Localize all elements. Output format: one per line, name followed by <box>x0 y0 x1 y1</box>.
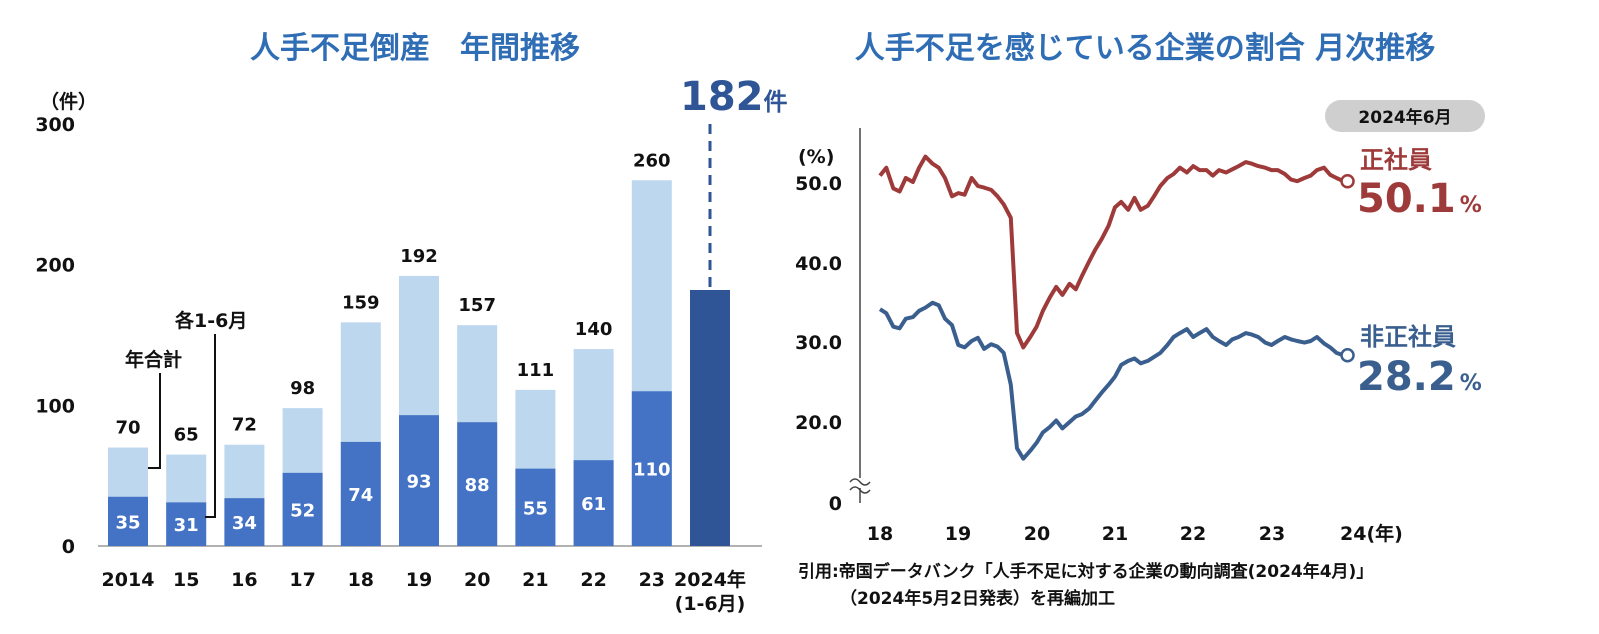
bar-half-20 <box>457 422 498 546</box>
annotation-half: 各1-6月 <box>174 309 247 332</box>
series-label-regular: 正社員 <box>1360 146 1432 174</box>
series-value-regular: 50.1% <box>1357 176 1482 222</box>
bar-half-19 <box>399 415 439 546</box>
line-y-ticks: 0 20.0 30.0 40.0 50.0 <box>795 173 842 515</box>
bar-2024-sublabel: (1-6月) <box>675 593 746 615</box>
bar-category-15: 15 <box>173 569 199 591</box>
bar-half-label-19: 93 <box>406 472 431 493</box>
bar-category-16: 16 <box>231 569 257 591</box>
line-xtick-23: 23 <box>1259 523 1285 545</box>
bar-2024 <box>690 289 730 546</box>
line-chart: 人手不足を感じている企業の割合 月次推移 2024年6月 (%) 0 20.0 … <box>795 31 1485 609</box>
bar-total-label-19: 192 <box>400 246 438 267</box>
axis-break-icon <box>849 478 871 494</box>
bar-half-2014 <box>108 496 148 546</box>
bar-total-label-17: 98 <box>290 378 315 399</box>
annotation-total-bracket <box>148 373 161 469</box>
date-badge-text: 2024年6月 <box>1358 107 1451 128</box>
bar-total-label-20: 157 <box>458 295 496 316</box>
bar-category-23: 23 <box>639 569 665 591</box>
bar-category-21: 21 <box>522 569 548 591</box>
bar-half-label-22: 61 <box>581 494 606 515</box>
bar-half-label-17: 52 <box>290 500 315 521</box>
bar-total-label-22: 140 <box>575 319 613 340</box>
bar-2024-value: 182件 <box>680 74 788 120</box>
bar-chart: 人手不足倒産 年間推移 （件） 0 100 200 300 70 35 2014 65… <box>35 31 787 615</box>
bar-total-label-2014: 70 <box>115 418 140 439</box>
bar-half-label-15: 31 <box>174 515 199 536</box>
bar-half-label-18: 74 <box>348 485 373 506</box>
bar-category-2014: 2014 <box>102 569 155 591</box>
series-line-regular <box>878 154 1345 350</box>
bar-total-label-15: 65 <box>174 425 199 446</box>
bar-half-22 <box>573 460 614 546</box>
line-ytick-50: 50.0 <box>795 173 842 195</box>
bar-total-label-21: 111 <box>517 360 555 381</box>
bar-category-19: 19 <box>406 569 432 591</box>
line-xtick-20: 20 <box>1024 523 1050 545</box>
line-x-ticks: 18 19 20 21 22 23 24(年) <box>867 522 1403 545</box>
bar-total-label-23: 260 <box>633 150 671 171</box>
bar-half-15 <box>166 502 207 546</box>
line-ytick-0: 0 <box>829 493 842 515</box>
bar-half-label-21: 55 <box>523 498 548 519</box>
bar-ytick-300: 300 <box>35 114 75 136</box>
bar-half-16 <box>224 498 265 546</box>
bar-category-20: 20 <box>464 569 490 591</box>
line-xtick-21: 21 <box>1102 523 1128 545</box>
annotation-half-bracket <box>205 334 216 518</box>
line-ytick-40: 40.0 <box>795 253 842 275</box>
bar-half-18 <box>340 441 381 546</box>
source-line-1: 引用:帝国データバンク「人手不足に対する企業の動向調査(2024年4月)」 <box>798 561 1373 582</box>
bars: 70 35 2014 65 31 15 72 34 16 98 52 17 159 74 18 192 93 19… <box>102 150 672 591</box>
line-xtick-24: 24(年) <box>1340 522 1403 545</box>
line-y-axis-label: (%) <box>798 146 834 168</box>
series-line-nonregular <box>878 300 1345 461</box>
bar-ytick-200: 200 <box>35 255 75 277</box>
date-badge <box>1325 100 1485 132</box>
bar-y-axis-label: （件） <box>40 90 97 113</box>
bar-half-label-2014: 35 <box>115 512 140 533</box>
bar-category-18: 18 <box>348 569 374 591</box>
line-ytick-30: 30.0 <box>795 332 842 354</box>
bar-total-label-16: 72 <box>232 415 257 436</box>
annotation-total: 年合計 <box>125 348 182 371</box>
bar-y-ticks: 0 100 200 300 <box>35 114 75 558</box>
bar-ytick-0: 0 <box>62 536 75 558</box>
bar-chart-title: 人手不足倒産 年間推移 <box>250 31 580 66</box>
bar-half-label-20: 88 <box>465 475 490 496</box>
line-chart-title: 人手不足を感じている企業の割合 月次推移 <box>855 31 1435 66</box>
line-xtick-19: 19 <box>945 523 971 545</box>
bar-half-label-23: 110 <box>633 460 671 481</box>
bar-category-17: 17 <box>289 569 315 591</box>
series-value-nonregular: 28.2% <box>1357 354 1482 400</box>
series-end-marker-nonregular <box>1340 348 1355 363</box>
line-xtick-18: 18 <box>867 523 893 545</box>
bar-half-17 <box>282 472 323 546</box>
bar-category-22: 22 <box>580 569 606 591</box>
line-ytick-20: 20.0 <box>795 412 842 434</box>
bar-2024-label: 2024年 <box>674 568 746 591</box>
series-label-nonregular: 非正社員 <box>1360 323 1456 351</box>
source-line-2: （2024年5月2日発表）を再編加工 <box>840 588 1115 609</box>
bar-ytick-100: 100 <box>35 395 75 417</box>
bar-total-label-18: 159 <box>342 292 380 313</box>
bar-half-label-16: 34 <box>232 513 257 534</box>
bar-half-21 <box>515 468 556 546</box>
bar-half-23 <box>631 391 672 546</box>
line-xtick-22: 22 <box>1180 523 1206 545</box>
series-end-marker-regular <box>1340 173 1355 189</box>
